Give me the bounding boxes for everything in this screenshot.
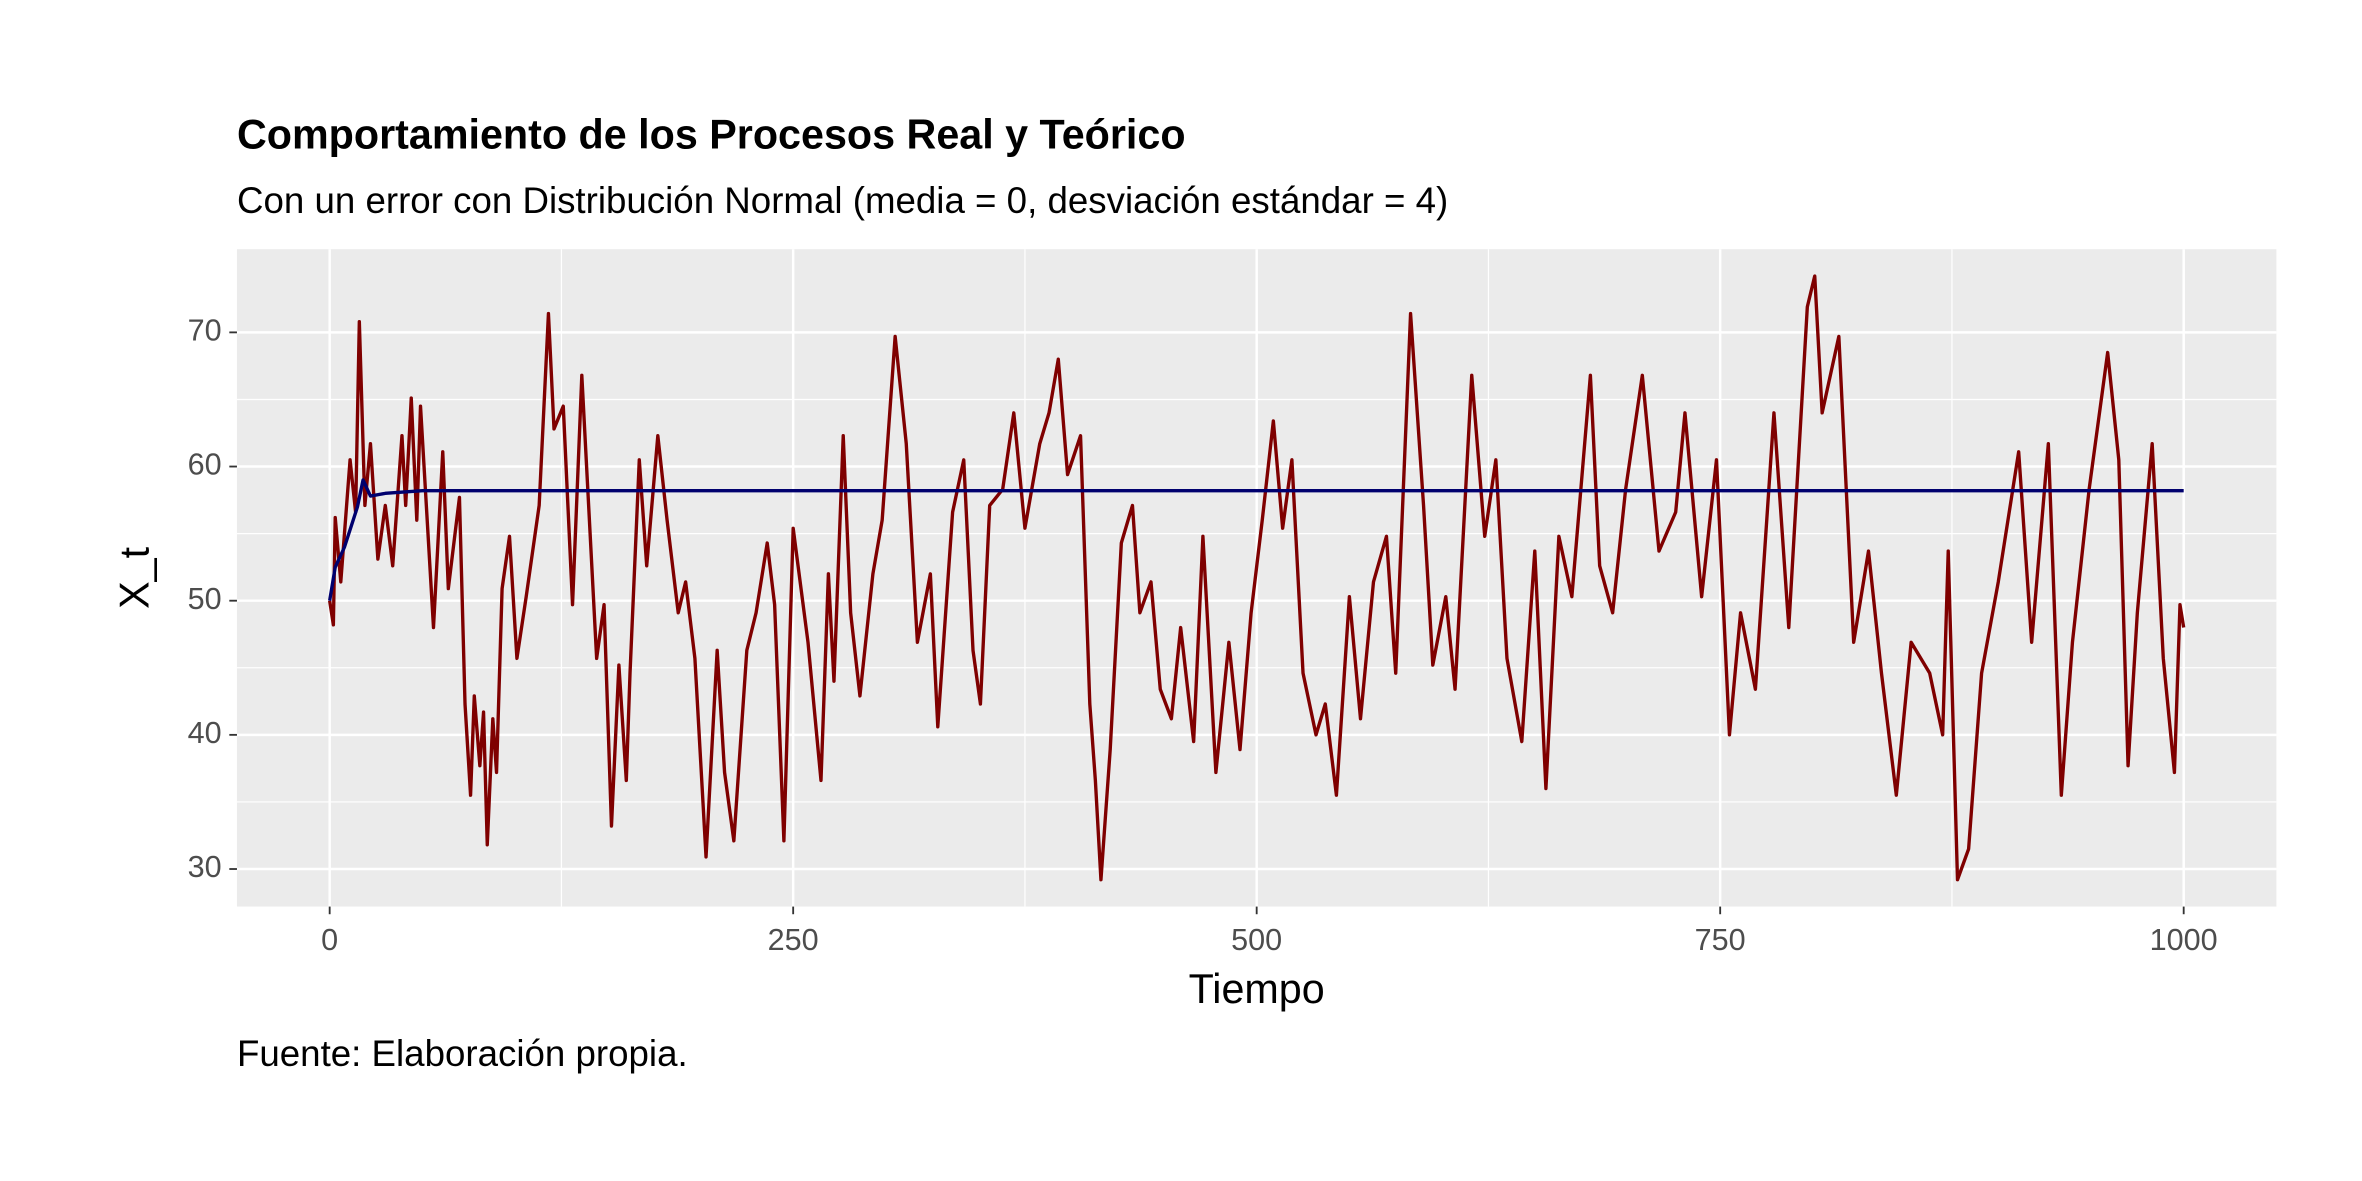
series-line bbox=[328, 478, 2184, 601]
chart-subtitle: Con un error con Distribución Normal (me… bbox=[237, 180, 1448, 221]
y-tick-label: 70 bbox=[188, 313, 222, 347]
chart-title: Comportamiento de los Procesos Real y Te… bbox=[237, 111, 1186, 157]
lines bbox=[328, 274, 2186, 882]
x-tick-label: 750 bbox=[1695, 923, 1746, 957]
y-tick-label: 40 bbox=[188, 716, 222, 750]
y-tick-label: 60 bbox=[188, 448, 222, 482]
y-tick-label: 50 bbox=[188, 582, 222, 616]
x-tick-label: 1000 bbox=[2150, 923, 2218, 957]
y-tick-label: 30 bbox=[188, 850, 222, 884]
y-axis-title: X_t bbox=[111, 546, 157, 608]
axes: 0 250 500 750 1000 30 40 50 60 70 bbox=[188, 313, 2218, 956]
series-line bbox=[328, 274, 2186, 882]
caption: Fuente: Elaboración propia. bbox=[237, 1033, 688, 1074]
x-tick-label: 500 bbox=[1231, 923, 1282, 957]
x-tick-label: 0 bbox=[321, 923, 338, 957]
x-axis-title: Tiempo bbox=[1189, 966, 1325, 1012]
x-tick-label: 250 bbox=[768, 923, 819, 957]
